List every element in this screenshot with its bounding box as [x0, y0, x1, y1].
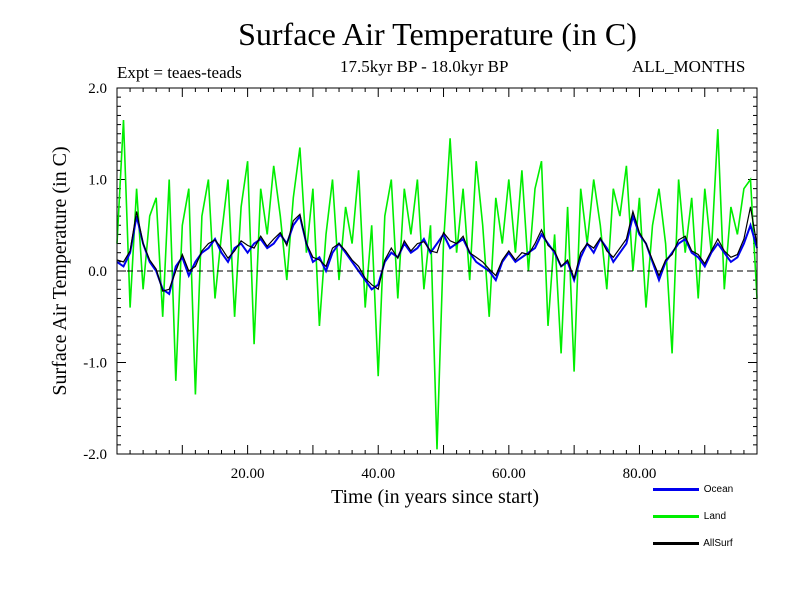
x-tick-label: 80.00	[623, 466, 657, 482]
months-label: ALL_MONTHS	[632, 57, 746, 76]
experiment-label: Expt = teaes-teads	[117, 63, 242, 82]
x-tick-label: 60.00	[492, 466, 526, 482]
y-tick-label: -1.0	[83, 356, 107, 372]
legend-label-land: Land	[703, 511, 727, 522]
y-tick-label: 2.0	[88, 81, 107, 97]
x-tick-label: 20.00	[231, 466, 265, 482]
series-line-allsurf	[116, 206, 758, 292]
legend-label-ocean: Ocean	[703, 484, 734, 495]
legend-label-allsurf: AllSurf	[703, 538, 733, 549]
x-axis-label: Time (in years since start)	[331, 486, 539, 508]
plot-frame	[116, 87, 758, 455]
period-label: 17.5kyr BP - 18.0kyr BP	[340, 57, 509, 76]
legend-swatch-land	[653, 514, 699, 518]
y-tick-label: 1.0	[88, 173, 107, 189]
legend-item-ocean: Ocean	[653, 484, 733, 495]
legend-item-land: Land	[653, 511, 726, 522]
legend-swatch-ocean	[653, 487, 699, 491]
y-tick-label: -2.0	[83, 447, 107, 463]
legend-swatch-allsurf	[653, 541, 699, 545]
series-line-land	[116, 119, 758, 450]
y-tick-label: 0.0	[88, 264, 107, 280]
legend-item-allsurf: AllSurf	[653, 538, 733, 549]
x-tick-label: 40.00	[361, 466, 395, 482]
page-title: Surface Air Temperature (in C)	[238, 16, 637, 52]
y-axis-label: Surface Air Temperature (in C)	[49, 146, 71, 395]
